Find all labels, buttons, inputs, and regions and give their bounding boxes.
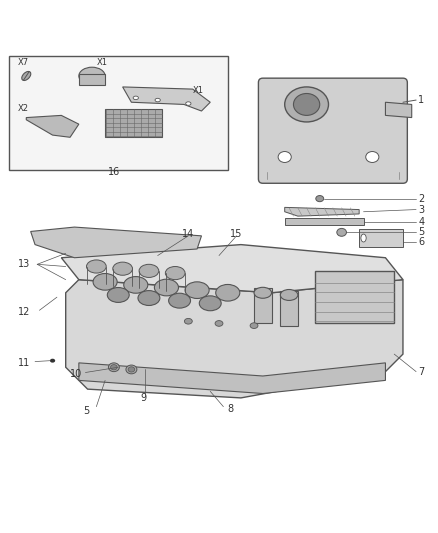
Ellipse shape	[316, 196, 324, 201]
Ellipse shape	[110, 365, 117, 370]
Text: 7: 7	[418, 367, 424, 377]
Ellipse shape	[169, 293, 191, 308]
Bar	[254, 288, 272, 324]
Text: X7: X7	[18, 58, 28, 67]
Bar	[315, 271, 394, 324]
Ellipse shape	[250, 323, 258, 328]
Bar	[359, 229, 403, 247]
Ellipse shape	[109, 363, 119, 372]
Ellipse shape	[184, 318, 192, 324]
Ellipse shape	[124, 277, 148, 293]
Polygon shape	[79, 363, 385, 393]
Bar	[79, 74, 105, 85]
Text: 4: 4	[418, 217, 424, 227]
Text: 10: 10	[70, 369, 82, 379]
Ellipse shape	[86, 260, 106, 273]
Ellipse shape	[93, 273, 117, 290]
Text: 13: 13	[18, 260, 30, 269]
Text: X1: X1	[96, 58, 107, 67]
Ellipse shape	[254, 287, 272, 298]
Ellipse shape	[50, 359, 55, 362]
Ellipse shape	[361, 234, 366, 242]
Text: 1: 1	[418, 95, 424, 105]
Polygon shape	[66, 280, 403, 398]
Polygon shape	[385, 102, 412, 118]
Polygon shape	[61, 245, 403, 293]
Polygon shape	[285, 207, 359, 216]
Ellipse shape	[216, 285, 240, 301]
Ellipse shape	[215, 320, 223, 326]
FancyBboxPatch shape	[258, 78, 407, 183]
Bar	[285, 219, 364, 225]
Ellipse shape	[79, 67, 105, 85]
Text: X2: X2	[18, 104, 28, 113]
Text: 5: 5	[418, 228, 424, 237]
Ellipse shape	[138, 290, 160, 305]
Ellipse shape	[155, 98, 160, 102]
Ellipse shape	[139, 264, 159, 278]
Text: 12: 12	[18, 308, 30, 318]
Ellipse shape	[285, 87, 328, 122]
Ellipse shape	[154, 279, 178, 296]
Text: 16: 16	[108, 166, 120, 176]
Ellipse shape	[280, 289, 298, 301]
Bar	[280, 290, 298, 326]
Text: 11: 11	[18, 358, 30, 368]
Ellipse shape	[113, 262, 132, 275]
Polygon shape	[123, 87, 210, 111]
Text: X1: X1	[193, 86, 204, 95]
Ellipse shape	[128, 367, 135, 372]
Text: 14: 14	[182, 229, 194, 239]
Text: 5: 5	[83, 406, 89, 416]
Ellipse shape	[126, 365, 137, 374]
Bar	[105, 109, 162, 138]
Ellipse shape	[366, 151, 379, 163]
Polygon shape	[31, 227, 201, 258]
Text: 3: 3	[418, 205, 424, 215]
Text: 8: 8	[228, 404, 234, 414]
Bar	[9, 56, 228, 170]
Ellipse shape	[133, 96, 138, 100]
Text: 2: 2	[418, 193, 424, 204]
Text: 9: 9	[140, 393, 146, 403]
Ellipse shape	[185, 282, 209, 298]
Ellipse shape	[107, 287, 129, 302]
Ellipse shape	[186, 102, 191, 106]
Polygon shape	[26, 115, 79, 138]
Ellipse shape	[199, 296, 221, 311]
Text: 15: 15	[230, 229, 243, 239]
Ellipse shape	[278, 151, 291, 163]
Ellipse shape	[22, 71, 31, 80]
Ellipse shape	[166, 266, 185, 280]
Ellipse shape	[293, 93, 320, 115]
Text: 6: 6	[418, 237, 424, 247]
Ellipse shape	[337, 229, 346, 236]
